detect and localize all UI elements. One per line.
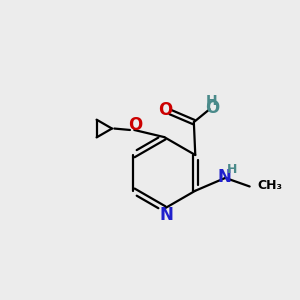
Text: O: O: [128, 116, 142, 134]
Text: H: H: [226, 164, 237, 176]
Text: H: H: [206, 94, 218, 108]
Text: N: N: [218, 168, 232, 186]
Text: O: O: [205, 99, 220, 117]
Text: CH₃: CH₃: [258, 179, 283, 192]
Text: N: N: [160, 206, 173, 224]
Text: O: O: [158, 101, 172, 119]
